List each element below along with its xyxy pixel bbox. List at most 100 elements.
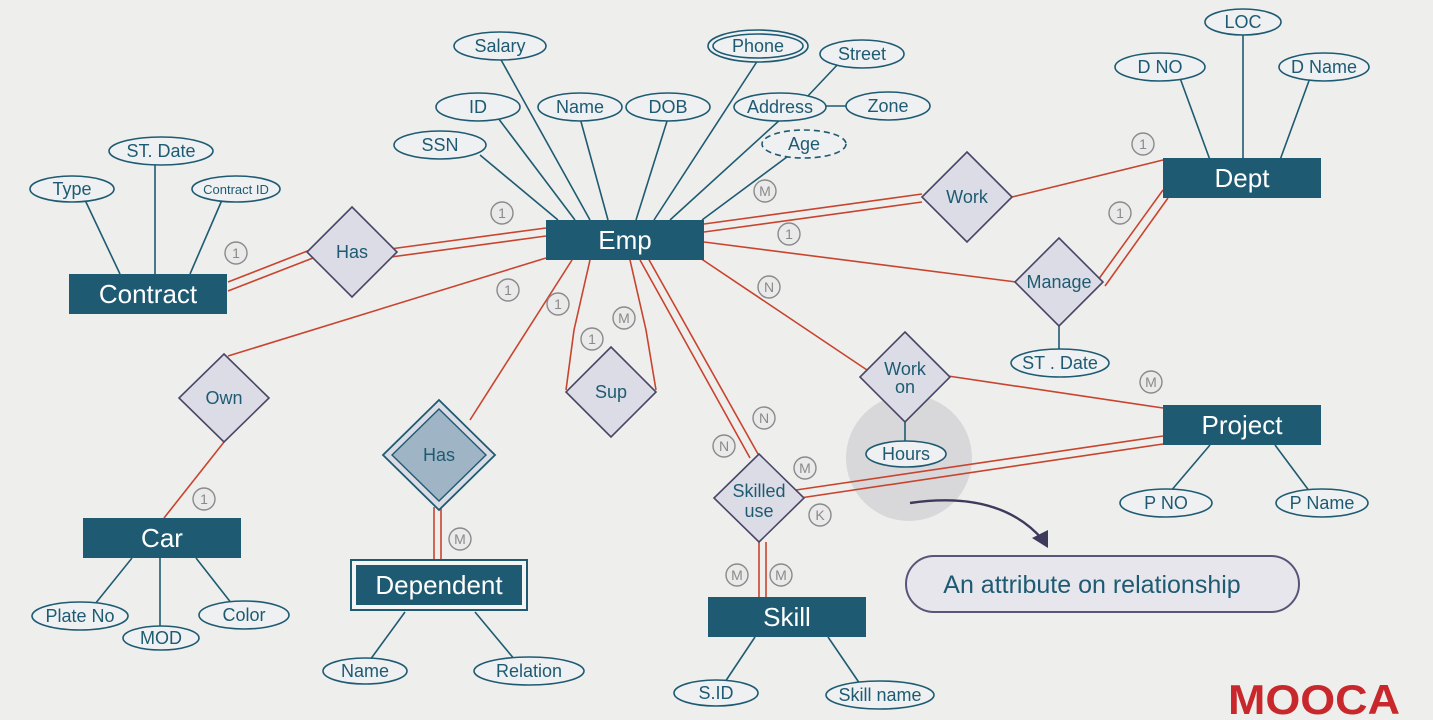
relationship-has-dependent-label: Has (423, 445, 455, 465)
entity-dept-label: Dept (1215, 163, 1271, 193)
svg-text:M: M (454, 531, 466, 547)
attr-dname-label: D Name (1291, 57, 1357, 77)
svg-text:M: M (759, 183, 771, 199)
card-skill-m2: M (769, 563, 793, 587)
card-emp-has-dep: 1 (546, 292, 570, 316)
relationship-manage-label: Manage (1026, 272, 1091, 292)
entity-skill-label: Skill (763, 602, 811, 632)
attr-hours-label: Hours (882, 444, 930, 464)
relationship-skilled-use-label-2: use (744, 501, 773, 521)
svg-text:N: N (759, 410, 769, 426)
attr-relation-label: Relation (496, 661, 562, 681)
svg-text:1: 1 (200, 491, 208, 507)
relationship-sup-label: Sup (595, 382, 627, 402)
entity-contract-label: Contract (99, 279, 198, 309)
attr-ssn-label: SSN (421, 135, 458, 155)
entity-emp[interactable]: Emp (546, 220, 704, 260)
entity-contract[interactable]: Contract (69, 274, 227, 314)
card-dept-work: 1 (1131, 132, 1155, 156)
card-skilled-k: K (808, 503, 832, 527)
attr-relation[interactable]: Relation (473, 656, 585, 686)
relationship-has-contract[interactable]: Has (305, 205, 399, 299)
attr-plate-no[interactable]: Plate No (31, 601, 129, 631)
attr-salary[interactable]: Salary (453, 31, 547, 61)
attr-dependent-name[interactable]: Name (322, 657, 408, 685)
attr-dependent-name-label: Name (341, 661, 389, 681)
attr-pname[interactable]: P Name (1275, 488, 1369, 518)
attr-st-date[interactable]: ST. Date (108, 136, 214, 166)
attr-phone-label: Phone (732, 36, 784, 56)
attr-id-label: ID (469, 97, 487, 117)
relationship-work[interactable]: Work (920, 150, 1014, 244)
entity-car-label: Car (141, 523, 183, 553)
attr-name[interactable]: Name (537, 92, 623, 122)
entity-skill[interactable]: Skill (708, 597, 866, 637)
attr-contract-id[interactable]: Contract ID (191, 175, 281, 203)
attr-skill-name-label: Skill name (838, 685, 921, 705)
attr-dno[interactable]: D NO (1114, 52, 1206, 82)
card-sup-m: M (612, 306, 636, 330)
relationship-skilled-use[interactable]: Skilled use (712, 452, 806, 544)
relationship-work-on-label-2: on (895, 377, 915, 397)
svg-text:1: 1 (504, 282, 512, 298)
attr-sid-label: S.ID (698, 683, 733, 703)
attr-age-derived[interactable]: Age (761, 129, 847, 159)
attr-address[interactable]: Address (733, 92, 827, 122)
card-sup-1: 1 (580, 327, 604, 351)
card-emp-skilled-b: N (712, 434, 736, 458)
attr-address-label: Address (747, 97, 813, 117)
relationship-has-contract-label: Has (336, 242, 368, 262)
attr-mod[interactable]: MOD (122, 625, 200, 651)
entity-dependent[interactable]: Dependent (350, 559, 528, 611)
attr-type[interactable]: Type (29, 175, 115, 203)
relationship-has-dependent[interactable]: Has (381, 398, 497, 512)
svg-text:1: 1 (785, 226, 793, 242)
attr-name-label: Name (556, 97, 604, 117)
attr-dname[interactable]: D Name (1278, 52, 1370, 82)
attr-skill-name[interactable]: Skill name (825, 680, 935, 710)
entity-project[interactable]: Project (1163, 405, 1321, 445)
attr-hours[interactable]: Hours (865, 440, 947, 468)
attr-phone[interactable]: Phone (707, 29, 809, 63)
relationship-work-on[interactable]: Work on (858, 330, 952, 424)
card-contract-has: 1 (224, 241, 248, 265)
attr-loc[interactable]: LOC (1204, 8, 1282, 36)
attr-plate-no-label: Plate No (45, 606, 114, 626)
attr-id[interactable]: ID (435, 92, 521, 122)
annotation-note-text: An attribute on relationship (943, 571, 1240, 599)
svg-text:1: 1 (1116, 205, 1124, 221)
card-emp-has: 1 (490, 201, 514, 225)
attr-ssn[interactable]: SSN (393, 130, 487, 160)
annotation-note: An attribute on relationship (905, 555, 1300, 613)
attr-street[interactable]: Street (819, 39, 905, 69)
relationship-sup[interactable]: Sup (564, 345, 658, 439)
entity-emp-label: Emp (598, 225, 651, 255)
attr-sid[interactable]: S.ID (673, 679, 759, 707)
svg-text:N: N (719, 438, 729, 454)
card-emp-own: 1 (496, 278, 520, 302)
entity-dependent-label: Dependent (375, 570, 503, 600)
svg-text:M: M (618, 310, 630, 326)
attr-color[interactable]: Color (198, 600, 290, 630)
svg-text:K: K (815, 507, 825, 523)
entity-project-label: Project (1202, 410, 1284, 440)
attr-zone[interactable]: Zone (845, 91, 931, 121)
relationship-manage[interactable]: Manage (1013, 236, 1105, 328)
entity-car[interactable]: Car (83, 518, 241, 558)
attr-zone-label: Zone (867, 96, 908, 116)
cardinality-markers: 1 1 M 1 1 1 1 1 1 M 1 M N M N N M K M M (192, 132, 1163, 587)
attr-manage-st-date[interactable]: ST . Date (1010, 348, 1110, 378)
attr-pname-label: P Name (1290, 493, 1355, 513)
svg-text:1: 1 (1139, 136, 1147, 152)
card-skill-m1: M (725, 563, 749, 587)
attr-contract-id-label: Contract ID (203, 182, 269, 197)
card-emp-work: M (753, 179, 777, 203)
attr-dob[interactable]: DOB (625, 92, 711, 122)
attr-pno[interactable]: P NO (1119, 488, 1213, 518)
attr-st-date-label: ST. Date (126, 141, 195, 161)
attr-street-label: Street (838, 44, 886, 64)
svg-text:1: 1 (498, 205, 506, 221)
logo-text: MOOCA (1228, 676, 1400, 720)
relationship-own[interactable]: Own (177, 352, 271, 444)
entity-dept[interactable]: Dept (1163, 158, 1321, 198)
